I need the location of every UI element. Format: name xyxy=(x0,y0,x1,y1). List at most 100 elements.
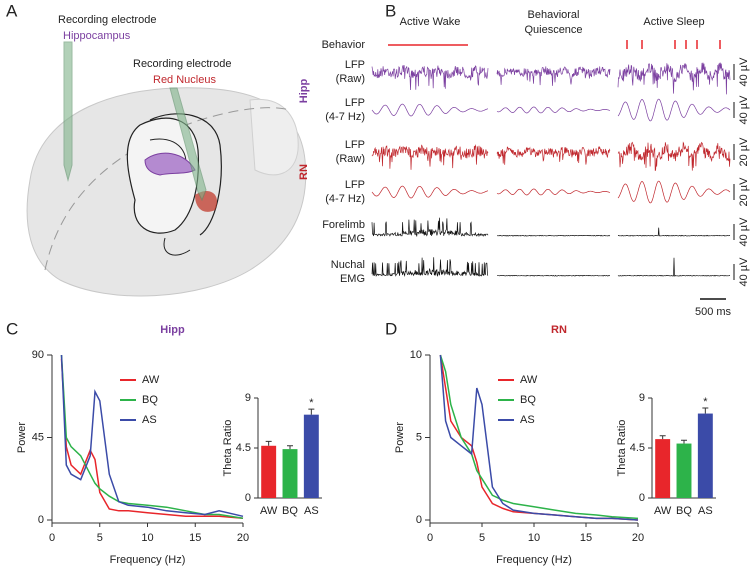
trace xyxy=(617,98,731,122)
chart-title: Hipp xyxy=(160,324,185,336)
x-tick-label: 10 xyxy=(528,532,540,544)
x-tick-label: 0 xyxy=(49,532,55,544)
brain-illustration xyxy=(26,41,307,297)
trace xyxy=(497,274,610,277)
panel-label: A xyxy=(6,1,18,20)
series-line xyxy=(439,354,639,520)
panel-label: B xyxy=(385,1,396,20)
bar xyxy=(282,449,298,498)
row-label: LFP xyxy=(345,179,365,191)
error-bar xyxy=(681,439,687,444)
row-label: (4-7 Hz) xyxy=(325,111,365,123)
y-tick-label: 0 xyxy=(639,492,645,504)
x-tick-label: 5 xyxy=(97,532,103,544)
y-axis-label: Power xyxy=(16,422,28,454)
electrode-region: Hippocampus xyxy=(63,30,131,42)
error-bar xyxy=(308,408,315,415)
column-header: Active Sleep xyxy=(643,16,704,28)
y-tick-label: 10 xyxy=(410,349,422,361)
trace xyxy=(371,103,489,117)
x-tick-label: 15 xyxy=(189,532,201,544)
y-tick-label: 4.5 xyxy=(630,442,645,454)
row-label: LFP xyxy=(345,59,365,71)
x-tick-label: BQ xyxy=(676,505,692,517)
row-label: EMG xyxy=(340,233,365,245)
x-axis-label: Frequency (Hz) xyxy=(496,554,572,566)
bar xyxy=(261,445,277,498)
error-bar xyxy=(659,435,666,440)
y-tick-label: 4.5 xyxy=(236,442,251,454)
x-tick-label: AS xyxy=(698,505,713,517)
panel-label: C xyxy=(6,319,18,338)
time-scale-label: 500 ms xyxy=(695,306,732,318)
row-label: Behavior xyxy=(322,39,366,51)
column-header: Behavioral xyxy=(528,9,580,21)
scale-label: 40 µV xyxy=(738,95,750,125)
trace xyxy=(371,65,489,91)
bar xyxy=(303,414,319,498)
group-label: RN xyxy=(298,164,310,180)
bar xyxy=(655,439,671,498)
scale-label: 20 µV xyxy=(738,177,750,207)
error-bar xyxy=(265,440,272,446)
trace xyxy=(371,185,489,199)
legend-label: BQ xyxy=(142,394,158,406)
error-bar xyxy=(287,445,293,450)
trace xyxy=(496,188,611,196)
chart-title: RN xyxy=(551,324,567,336)
legend-label: AW xyxy=(142,374,160,386)
x-tick-label: 20 xyxy=(237,532,249,544)
panel-label: D xyxy=(385,319,397,338)
column-header: Active Wake xyxy=(400,16,461,28)
row-label: (4-7 Hz) xyxy=(325,193,365,205)
trace xyxy=(617,62,731,95)
y-tick-label: 0 xyxy=(416,514,422,526)
row-label: (Raw) xyxy=(336,73,365,85)
group-label: Hipp xyxy=(298,79,310,104)
trace xyxy=(371,217,489,238)
series-line xyxy=(60,358,244,519)
series-line xyxy=(439,354,639,521)
y-tick-label: 0 xyxy=(245,492,251,504)
bar xyxy=(676,443,692,498)
row-label: EMG xyxy=(340,273,365,285)
y-tick-label: 5 xyxy=(416,431,422,443)
trace xyxy=(617,257,731,277)
trace xyxy=(496,145,611,165)
panel-b: Active Wake Behavioral Quiescence Active Sl… xyxy=(298,9,750,318)
trace xyxy=(617,227,731,237)
electrode-label: Recording electrode xyxy=(133,58,231,70)
y-tick-label: 0 xyxy=(38,514,44,526)
row-label: (Raw) xyxy=(336,153,365,165)
x-tick-label: 10 xyxy=(141,532,153,544)
x-tick-label: 5 xyxy=(479,532,485,544)
scale-label: 40 µV xyxy=(738,257,750,287)
x-tick-label: 0 xyxy=(427,532,433,544)
y-axis-label: Theta Ratio xyxy=(616,420,628,477)
error-bar xyxy=(702,407,709,414)
trace xyxy=(497,234,611,237)
legend-label: AS xyxy=(142,414,157,426)
y-axis-label: Theta Ratio xyxy=(222,420,234,477)
significance-mark: * xyxy=(309,397,314,409)
x-tick-label: AS xyxy=(304,505,319,517)
bar xyxy=(697,413,713,498)
x-axis-label: Frequency (Hz) xyxy=(110,554,186,566)
y-tick-label: 9 xyxy=(245,392,251,404)
column-header: Quiescence xyxy=(524,24,582,36)
x-tick-label: 15 xyxy=(580,532,592,544)
legend-label: AS xyxy=(520,414,535,426)
trace xyxy=(496,106,611,114)
trace xyxy=(496,66,611,86)
legend-label: AW xyxy=(520,374,538,386)
y-axis-label: Power xyxy=(394,422,406,454)
row-label: LFP xyxy=(345,97,365,109)
trace xyxy=(371,144,489,170)
scale-label: 40 µV xyxy=(738,217,750,247)
trace xyxy=(617,141,731,172)
x-tick-label: BQ xyxy=(282,505,298,517)
trace xyxy=(617,180,731,204)
